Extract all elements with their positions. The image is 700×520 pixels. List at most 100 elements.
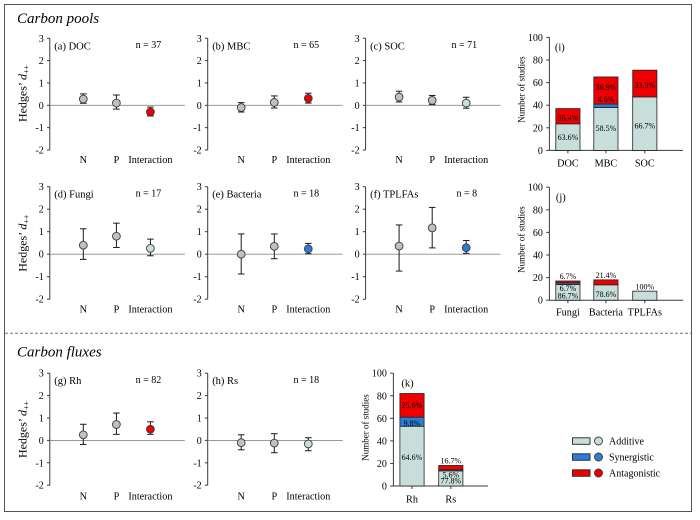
svg-text:P: P [114,491,120,502]
svg-text:0: 0 [538,296,543,307]
svg-text:0: 0 [355,101,360,112]
svg-text:Carbon pools: Carbon pools [17,11,99,27]
svg-text:0: 0 [197,101,202,112]
svg-text:Additive: Additive [609,437,645,448]
svg-text:40: 40 [533,251,543,262]
svg-text:3: 3 [197,369,202,380]
svg-text:0: 0 [197,250,202,261]
svg-text:2: 2 [39,56,44,67]
svg-text:(d) Fungi: (d) Fungi [54,190,93,201]
svg-text:78.6%: 78.6% [596,290,617,299]
svg-text:DOC: DOC [557,158,579,169]
svg-text:N: N [395,305,403,316]
svg-text:58.5%: 58.5% [596,124,617,133]
svg-text:3: 3 [355,182,360,193]
svg-text:P: P [114,305,120,316]
svg-text:-2: -2 [35,295,43,306]
svg-text:TPLFAs: TPLFAs [628,308,662,319]
svg-text:(e) Bacteria: (e) Bacteria [212,190,262,201]
svg-text:60: 60 [533,78,543,89]
svg-text:3: 3 [355,34,360,45]
svg-text:n = 37: n = 37 [136,40,162,51]
svg-text:Interaction: Interaction [286,305,330,316]
svg-text:-1: -1 [351,123,359,134]
svg-text:-1: -1 [193,272,201,283]
svg-text:-2: -2 [351,146,359,157]
svg-text:25.6%: 25.6% [402,401,423,410]
svg-text:Hedges’ d++: Hedges’ d++ [16,400,32,458]
svg-text:N: N [80,491,88,502]
svg-text:N: N [395,155,403,166]
svg-text:33.3%: 33.3% [634,81,655,90]
svg-text:(a) DOC: (a) DOC [54,41,90,52]
svg-text:P: P [271,491,277,502]
svg-text:2: 2 [355,205,360,216]
svg-text:2: 2 [39,391,44,402]
svg-text:0: 0 [39,250,44,261]
svg-text:21.4%: 21.4% [596,271,617,280]
svg-text:-1: -1 [193,123,201,134]
svg-text:1: 1 [355,227,360,238]
svg-text:(h) Rs: (h) Rs [212,376,238,387]
svg-text:Rh: Rh [406,495,418,506]
svg-text:2: 2 [355,56,360,67]
svg-text:64.6%: 64.6% [402,453,423,462]
svg-text:16.7%: 16.7% [440,457,461,466]
svg-text:P: P [429,305,435,316]
svg-text:n = 18: n = 18 [294,375,320,386]
svg-text:Number of studies: Number of studies [360,394,370,461]
svg-text:100: 100 [372,369,387,380]
svg-text:1: 1 [39,414,44,425]
svg-text:0: 0 [382,482,387,493]
svg-text:5.6%: 5.6% [442,470,459,479]
svg-text:(b) MBC: (b) MBC [212,41,250,52]
svg-text:n = 8: n = 8 [456,188,477,199]
svg-text:1: 1 [197,414,202,425]
svg-text:66.7%: 66.7% [634,121,655,130]
svg-text:N: N [238,305,246,316]
svg-text:3: 3 [39,34,44,45]
svg-text:40: 40 [533,101,543,112]
svg-text:0: 0 [39,436,44,447]
svg-text:Bacteria: Bacteria [589,308,623,319]
svg-text:N: N [238,155,246,166]
svg-text:N: N [80,305,88,316]
svg-text:P: P [271,155,277,166]
svg-text:n = 17: n = 17 [136,188,162,199]
svg-text:1: 1 [197,78,202,89]
svg-text:N: N [80,155,88,166]
svg-text:63.6%: 63.6% [558,133,579,142]
svg-text:-1: -1 [35,123,43,134]
svg-text:36.9%: 36.9% [596,83,617,92]
svg-text:Fungi: Fungi [556,308,580,319]
svg-text:0: 0 [355,250,360,261]
svg-text:100: 100 [528,33,543,44]
svg-text:SOC: SOC [635,158,655,169]
svg-text:4.6%: 4.6% [598,95,615,104]
svg-text:P: P [114,155,120,166]
svg-text:40: 40 [377,436,387,447]
svg-text:0: 0 [39,101,44,112]
svg-text:-2: -2 [193,146,201,157]
svg-text:Rs: Rs [445,495,456,506]
svg-text:P: P [271,305,277,316]
svg-text:n = 82: n = 82 [136,375,162,386]
svg-text:80: 80 [533,205,543,216]
svg-text:Synergistic: Synergistic [609,453,654,464]
svg-text:P: P [429,155,435,166]
svg-text:n = 18: n = 18 [294,188,320,199]
svg-text:Interaction: Interaction [128,155,172,166]
svg-text:Hedges’ d++: Hedges’ d++ [16,64,32,122]
svg-text:80: 80 [533,56,543,67]
svg-text:1: 1 [355,78,360,89]
svg-text:Interaction: Interaction [286,491,330,502]
svg-text:20: 20 [533,273,543,284]
svg-text:60: 60 [533,228,543,239]
svg-text:Interaction: Interaction [444,305,488,316]
svg-text:Interaction: Interaction [128,491,172,502]
svg-text:Number of studies: Number of studies [516,206,526,273]
svg-text:3: 3 [197,34,202,45]
svg-text:-2: -2 [193,481,201,492]
svg-text:(k): (k) [401,378,414,389]
svg-text:77.8%: 77.8% [440,477,461,486]
